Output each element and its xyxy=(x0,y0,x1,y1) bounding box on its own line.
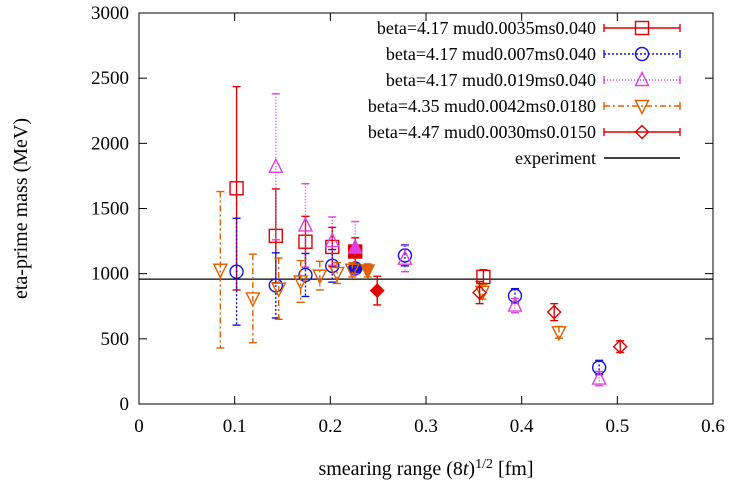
data-point xyxy=(369,283,385,299)
legend-label: beta=4.17 mud0.0035ms0.040 xyxy=(377,18,596,38)
data-point xyxy=(268,157,284,173)
legend-label: experiment xyxy=(515,148,596,168)
x-tick-label: 0.2 xyxy=(318,416,342,437)
data-point xyxy=(591,369,607,385)
data-point xyxy=(293,275,309,291)
data-point xyxy=(397,249,413,265)
y-tick-label: 1000 xyxy=(91,264,129,285)
x-axis-label-var: t xyxy=(463,458,469,480)
data-point xyxy=(312,269,328,285)
x-axis-label: smearing range (8t)1/2 [fm] xyxy=(318,457,533,481)
legend-swatch-marker xyxy=(634,20,650,36)
y-tick-label: 500 xyxy=(101,329,130,350)
legend-swatch-marker xyxy=(634,70,650,87)
x-axis-label-main: smearing range (8 xyxy=(318,458,462,480)
data-point xyxy=(229,181,244,196)
data-point xyxy=(612,339,628,355)
data-point xyxy=(551,326,567,342)
y-tick-label: 1500 xyxy=(91,199,129,220)
data-point xyxy=(507,288,523,304)
data-point xyxy=(546,304,562,320)
data-marks xyxy=(139,85,713,387)
y-tick-label: 2000 xyxy=(91,133,129,154)
y-tick-label: 3000 xyxy=(91,3,129,24)
axis-ticks: 0 0.1 0.2 0.3 0.4 0.5 0.6 0 500 1000 1500 2000 2500 3… xyxy=(91,3,725,437)
data-point xyxy=(245,292,261,308)
y-tick-label: 0 xyxy=(120,394,130,415)
x-tick-label: 0.6 xyxy=(701,416,725,437)
data-point xyxy=(347,238,363,254)
legend-label: beta=4.17 mud0.019ms0.040 xyxy=(386,70,596,90)
legend-label: beta=4.47 mud0.0030ms0.0150 xyxy=(368,122,596,142)
legend-swatch-marker xyxy=(634,99,650,116)
y-axis-label: eta-prime mass (MeV) xyxy=(10,118,32,299)
x-axis-label-unit: [fm] xyxy=(493,458,534,480)
legend: beta=4.17 mud0.0035ms0.040 beta=4.17 mud0… xyxy=(368,18,681,168)
legend-label: beta=4.17 mud0.007ms0.040 xyxy=(386,44,596,64)
data-point xyxy=(271,282,287,298)
x-tick-label: 0.3 xyxy=(414,416,438,437)
legend-swatch-marker xyxy=(634,46,650,62)
data-point xyxy=(212,263,228,279)
x-tick-label: 0.5 xyxy=(605,416,629,437)
data-point xyxy=(324,232,340,248)
y-tick-label: 2500 xyxy=(91,68,129,89)
x-axis-label-exponent: 1/2 xyxy=(475,457,493,472)
data-point xyxy=(297,216,314,232)
data-point xyxy=(229,264,244,279)
data-point xyxy=(360,264,376,280)
data-point xyxy=(472,285,488,301)
data-point xyxy=(344,263,360,279)
x-tick-label: 0.1 xyxy=(223,416,247,437)
data-point xyxy=(591,360,607,375)
x-tick-label: 0 xyxy=(134,416,144,437)
legend-label: beta=4.35 mud0.0042ms0.0180 xyxy=(368,96,596,116)
data-point xyxy=(476,269,491,285)
data-point xyxy=(329,266,345,283)
x-tick-label: 0.4 xyxy=(510,416,534,437)
x-axis-label-paren: ) xyxy=(468,458,475,480)
legend-swatch-marker xyxy=(634,124,650,140)
data-point xyxy=(507,296,523,312)
data-point xyxy=(298,267,313,283)
